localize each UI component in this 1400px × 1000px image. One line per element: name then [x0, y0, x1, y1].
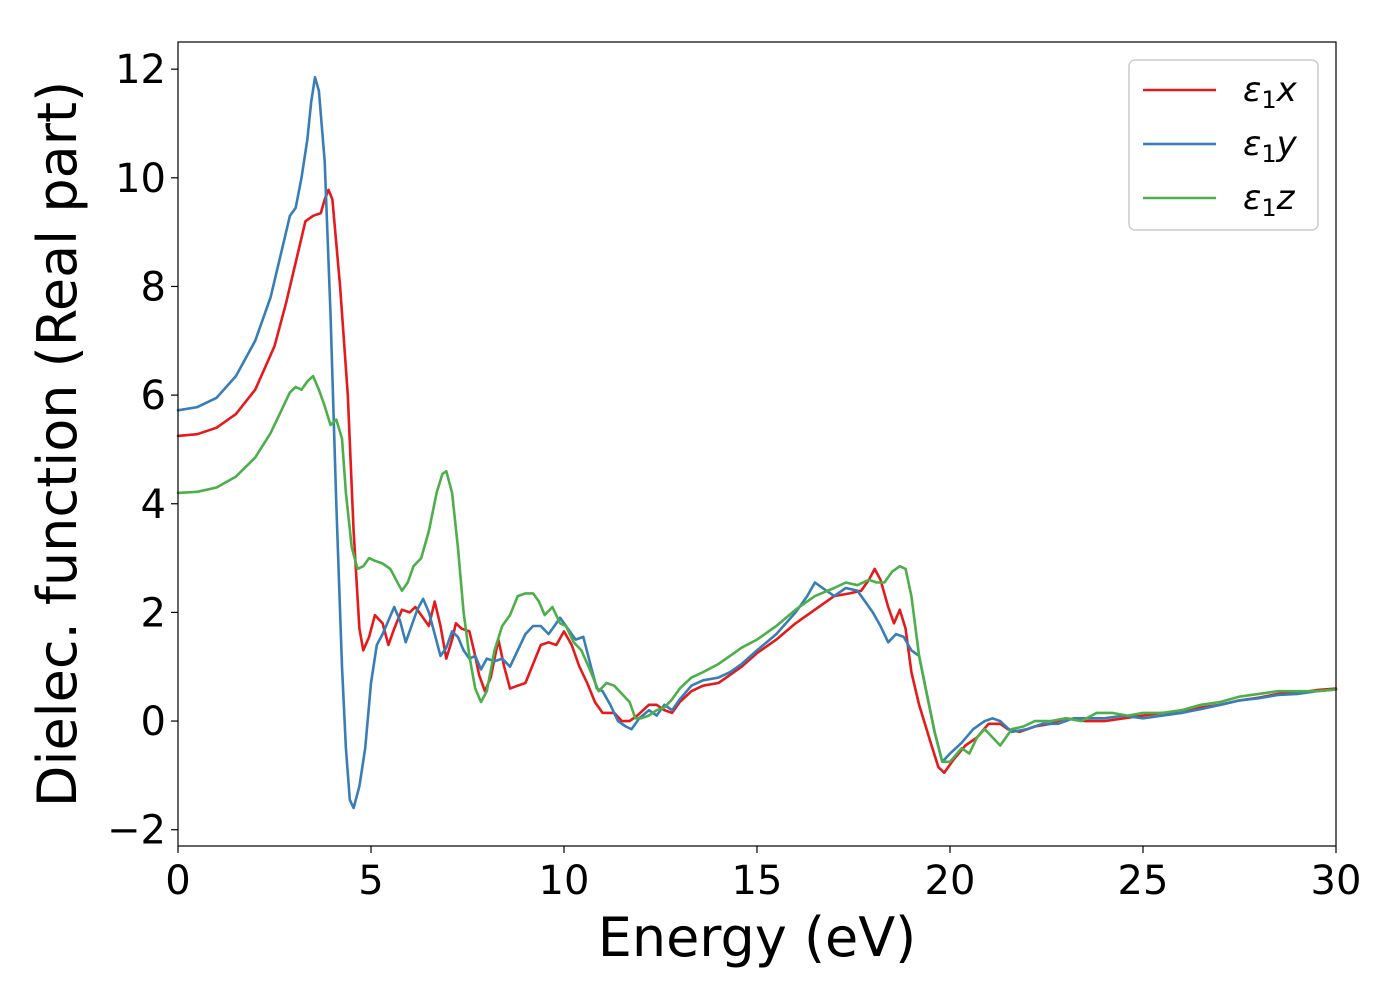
x-tick-label: 10	[539, 858, 590, 904]
y-axis-ticks: −2 0 2 4 6 8 10 12	[107, 47, 178, 854]
series-layer	[176, 76, 1338, 810]
y-axis-title: Dielec. function (Real part)	[26, 81, 89, 807]
series-line-y	[176, 76, 1338, 810]
legend-label-x: ε1x	[1243, 70, 1298, 114]
y-tick-label: 10	[115, 156, 166, 202]
y-tick-label: −2	[107, 808, 166, 854]
x-tick-label: 15	[732, 858, 783, 904]
series-line-z	[176, 374, 1338, 764]
x-axis-ticks: 0 5 10 15 20 25 30	[165, 846, 1361, 904]
y-tick-label: 0	[141, 699, 166, 745]
y-tick-label: 2	[141, 590, 166, 636]
series-line-x	[176, 188, 1338, 774]
x-tick-label: 5	[358, 858, 383, 904]
legend-box	[1128, 59, 1319, 231]
x-tick-label: 30	[1311, 858, 1362, 904]
y-tick-label: 4	[141, 482, 166, 528]
y-tick-label: 12	[115, 47, 166, 93]
y-tick-label: 8	[141, 264, 166, 310]
x-tick-label: 20	[925, 858, 976, 904]
legend-items: ε1x ε1y ε1z	[1143, 70, 1298, 222]
y-tick-label: 6	[141, 373, 166, 419]
legend: ε1x ε1y ε1z	[1128, 59, 1319, 231]
legend-label-z: ε1z	[1243, 178, 1296, 222]
legend-label-y: ε1y	[1243, 124, 1298, 168]
x-tick-label: 25	[1118, 858, 1169, 904]
x-axis-title: Energy (eV)	[598, 906, 917, 969]
x-tick-label: 0	[165, 858, 190, 904]
